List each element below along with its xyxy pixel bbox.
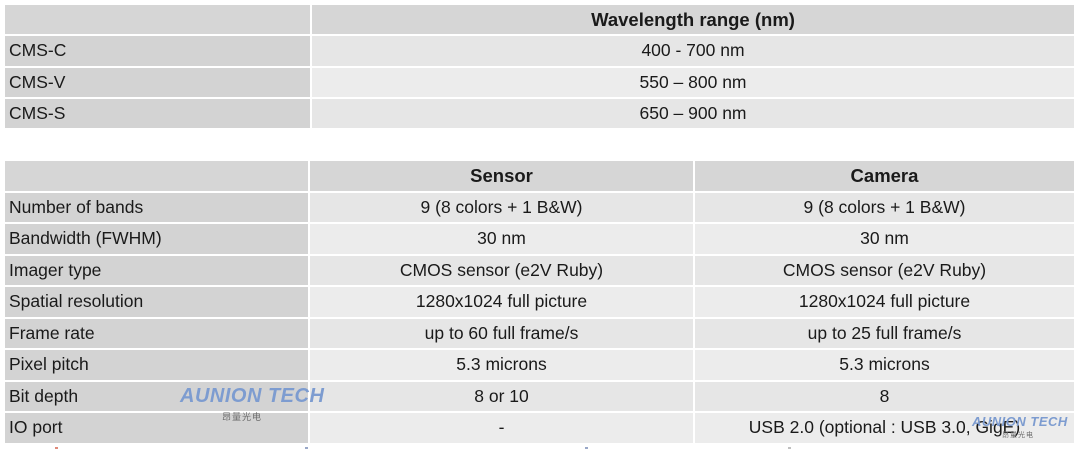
table-row: Imager type CMOS sensor (e2V Ruby) CMOS … — [5, 255, 1074, 285]
model-label: CMS-V — [5, 67, 310, 97]
wavelength-range-table: Wavelength range (nm) CMS-C 400 - 700 nm… — [3, 3, 1076, 130]
table-row: CMS-V 550 – 800 nm — [5, 67, 1074, 97]
spec-label: Bandwidth (FWHM) — [5, 224, 308, 254]
table-row: CMS-C 400 - 700 nm — [5, 36, 1074, 66]
decorative-mark — [305, 447, 308, 449]
sensor-header: Sensor — [310, 161, 693, 191]
camera-value: 5.3 microns — [695, 350, 1074, 380]
decorative-mark — [788, 447, 791, 449]
spec-label: Imager type — [5, 255, 308, 285]
header-empty-cell — [5, 161, 308, 191]
wavelength-value: 650 – 900 nm — [312, 98, 1074, 129]
specifications-table: Sensor Camera Number of bands 9 (8 color… — [3, 159, 1076, 445]
header-empty-cell — [5, 5, 310, 35]
sensor-value: 8 or 10 — [310, 381, 693, 411]
table-row: IO port - USB 2.0 (optional : USB 3.0, G… — [5, 413, 1074, 443]
table-row: Number of bands 9 (8 colors + 1 B&W) 9 (… — [5, 192, 1074, 222]
table-row: Frame rate up to 60 full frame/s up to 2… — [5, 318, 1074, 348]
spec-label: Spatial resolution — [5, 287, 308, 317]
spec-label: Pixel pitch — [5, 350, 308, 380]
decorative-mark — [55, 447, 58, 449]
spec-label: Number of bands — [5, 192, 308, 222]
camera-value: 9 (8 colors + 1 B&W) — [695, 192, 1074, 222]
camera-value: 1280x1024 full picture — [695, 287, 1074, 317]
table-row: Pixel pitch 5.3 microns 5.3 microns — [5, 350, 1074, 380]
camera-value: CMOS sensor (e2V Ruby) — [695, 255, 1074, 285]
sensor-value: CMOS sensor (e2V Ruby) — [310, 255, 693, 285]
camera-value: 8 — [695, 381, 1074, 411]
sensor-value: up to 60 full frame/s — [310, 318, 693, 348]
decorative-mark — [585, 447, 588, 449]
spec-label: Frame rate — [5, 318, 308, 348]
sensor-value: 9 (8 colors + 1 B&W) — [310, 192, 693, 222]
table-row: CMS-S 650 – 900 nm — [5, 98, 1074, 129]
model-label: CMS-C — [5, 36, 310, 66]
wavelength-value: 550 – 800 nm — [312, 67, 1074, 97]
sensor-value: 1280x1024 full picture — [310, 287, 693, 317]
camera-header: Camera — [695, 161, 1074, 191]
wavelength-range-header: Wavelength range (nm) — [312, 5, 1074, 35]
wavelength-value: 400 - 700 nm — [312, 36, 1074, 66]
spec-label: IO port — [5, 413, 308, 443]
sensor-value: - — [310, 413, 693, 443]
table-row: Spatial resolution 1280x1024 full pictur… — [5, 287, 1074, 317]
sensor-value: 30 nm — [310, 224, 693, 254]
sensor-value: 5.3 microns — [310, 350, 693, 380]
model-label: CMS-S — [5, 98, 310, 129]
camera-value: USB 2.0 (optional : USB 3.0, GigE) — [695, 413, 1074, 443]
table-row: Bit depth 8 or 10 8 — [5, 381, 1074, 411]
table-row: Bandwidth (FWHM) 30 nm 30 nm — [5, 224, 1074, 254]
spec-label: Bit depth — [5, 381, 308, 411]
camera-value: up to 25 full frame/s — [695, 318, 1074, 348]
camera-value: 30 nm — [695, 224, 1074, 254]
